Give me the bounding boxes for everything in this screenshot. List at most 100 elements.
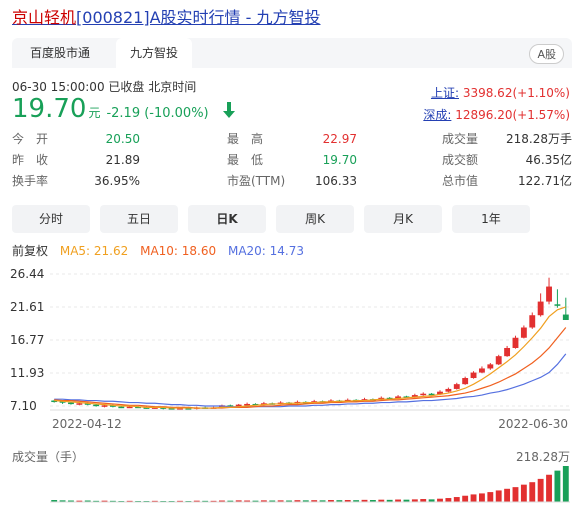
- volume-bar: [386, 499, 393, 502]
- volume-bar: [411, 499, 418, 502]
- market-badge[interactable]: A股: [529, 44, 564, 64]
- stat-pe: 市盈(TTM) 106.33: [227, 174, 357, 188]
- volume-bar: [235, 500, 242, 502]
- volume-bar: [520, 484, 527, 502]
- tab-jiufang[interactable]: 九方智投: [116, 38, 193, 68]
- period-intraday[interactable]: 分时: [12, 205, 90, 233]
- stat-market-cap: 总市值 122.71亿: [442, 174, 572, 188]
- volume-bar: [369, 500, 376, 502]
- volume-bar: [151, 500, 158, 502]
- candle: [537, 301, 544, 316]
- page-title[interactable]: 京山轻机[000821]A股实时行情 - 九方智投: [12, 4, 320, 28]
- ma5-label: MA5: 21.62: [59, 244, 129, 258]
- candle: [453, 384, 460, 389]
- ma5-line: [54, 306, 567, 409]
- stat-turnover: 成交额 46.35亿: [442, 153, 572, 167]
- volume-bar: [260, 500, 267, 502]
- candle: [562, 314, 569, 321]
- candle: [487, 364, 494, 369]
- ma20-label: MA20: 14.73: [227, 244, 305, 258]
- volume-chart[interactable]: [0, 462, 578, 504]
- candle: [160, 407, 167, 409]
- volume-bar: [227, 500, 234, 502]
- index-shenzhen-value: 12896.20(+1.57%): [455, 108, 570, 122]
- volume-bar: [311, 500, 318, 502]
- period-daily[interactable]: 日K: [188, 205, 266, 233]
- volume-bar: [294, 500, 301, 502]
- candle: [512, 337, 519, 348]
- candle: [529, 315, 536, 328]
- adjust-label[interactable]: 前复权: [12, 244, 49, 258]
- candle: [462, 378, 469, 385]
- volume-bar: [210, 500, 217, 502]
- y-tick-label: 11.93: [10, 366, 44, 380]
- candle: [185, 408, 192, 410]
- volume-bar: [302, 500, 309, 502]
- volume-bar: [328, 500, 334, 502]
- volume-bar: [554, 470, 561, 502]
- volume-bar: [537, 478, 544, 502]
- volume-bar: [495, 490, 502, 502]
- candlestick-chart[interactable]: 26.44 21.61 16.77 11.93 7.10 2022-04-12 2022-0…: [0, 262, 578, 442]
- price-unit: 元: [88, 106, 101, 120]
- candle: [504, 347, 511, 357]
- stat-prev-close: 昨 收 21.89: [12, 153, 140, 167]
- title-keyword: 京山轻机: [12, 8, 77, 27]
- volume-bar: [336, 500, 343, 502]
- volume-bar: [403, 499, 410, 502]
- volume-bar: [529, 482, 536, 502]
- candle: [344, 399, 351, 402]
- volume-bar: [395, 499, 401, 502]
- period-5day[interactable]: 五日: [100, 205, 178, 233]
- candle: [51, 400, 58, 403]
- stat-volume: 成交量 218.28万手: [442, 132, 572, 146]
- volume-bar: [286, 500, 292, 502]
- volume-bar: [109, 500, 116, 502]
- index-shenzhen: 深成: 12896.20(+1.57%): [423, 106, 570, 123]
- candle: [235, 404, 242, 407]
- index-shanghai-value: 3398.62(+1.10%): [462, 86, 570, 100]
- candle: [411, 395, 418, 398]
- volume-bar: [420, 499, 427, 502]
- candle: [126, 406, 133, 409]
- candle: [109, 405, 116, 407]
- volume-bar: [84, 500, 91, 502]
- tab-baidu[interactable]: 百度股市通: [30, 46, 91, 60]
- index-shanghai-label[interactable]: 上证:: [430, 86, 459, 100]
- down-arrow-icon: [222, 102, 235, 118]
- candle: [395, 396, 401, 399]
- current-price: 19.70: [12, 94, 87, 124]
- candle: [118, 406, 125, 409]
- candle: [227, 405, 234, 407]
- volume-bar: [479, 493, 485, 502]
- candle: [495, 356, 502, 365]
- volume-bar: [177, 500, 183, 502]
- period-weekly[interactable]: 周K: [276, 205, 354, 233]
- volume-max-label: 218.28万: [516, 450, 570, 464]
- volume-bar: [437, 498, 443, 502]
- period-1year[interactable]: 1年: [452, 205, 530, 233]
- x-tick-label: 2022-06-30: [498, 417, 568, 431]
- candle: [479, 368, 485, 373]
- candle: [135, 406, 141, 409]
- volume-bar: [453, 497, 460, 502]
- ma-legend: 前复权 MA5: 21.62 MA10: 18.60 MA20: 14.73: [12, 242, 312, 259]
- candle: [546, 286, 552, 302]
- period-monthly[interactable]: 月K: [364, 205, 442, 233]
- stat-low: 最 低 19.70: [227, 153, 357, 167]
- candle: [84, 403, 91, 405]
- ma10-line: [54, 327, 567, 409]
- candle: [76, 403, 83, 405]
- volume-bar: [546, 474, 552, 502]
- candle: [68, 402, 74, 405]
- volume-bar: [512, 487, 519, 502]
- volume-bar: [378, 499, 385, 502]
- index-shenzhen-label[interactable]: 深成:: [423, 108, 452, 122]
- candle: [428, 393, 435, 396]
- volume-label: 成交量（手）: [12, 450, 85, 464]
- stat-turnover-rate: 换手率 36.95%: [12, 174, 140, 188]
- candle: [470, 372, 477, 379]
- y-tick-label: 21.61: [10, 300, 44, 314]
- candle: [177, 408, 183, 410]
- volume-bar: [277, 500, 284, 502]
